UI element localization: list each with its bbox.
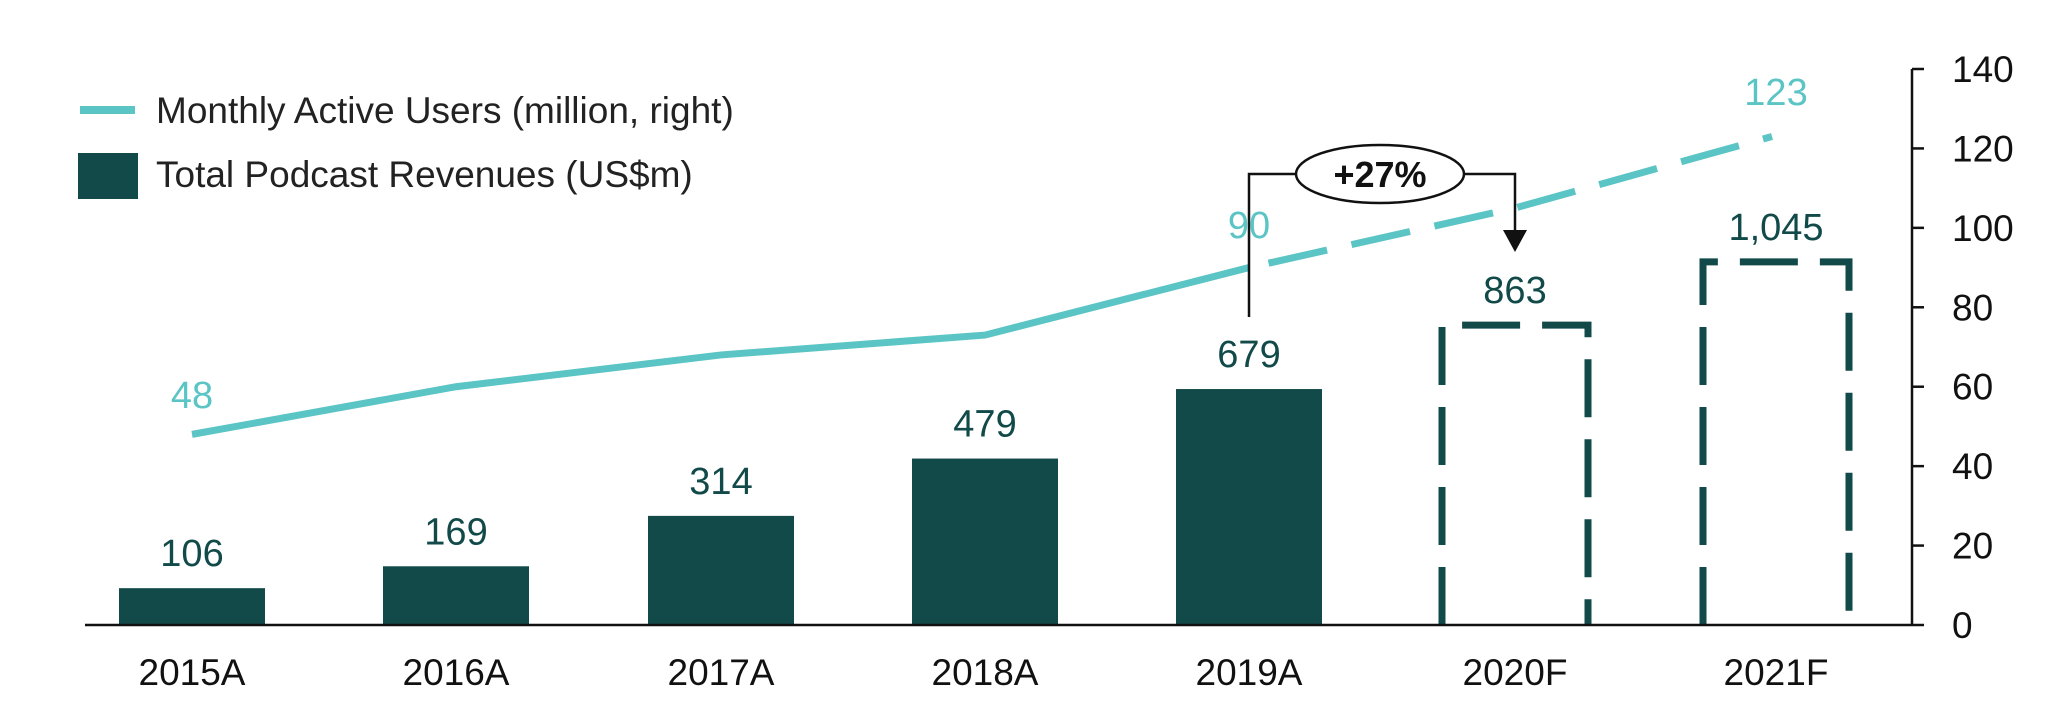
x-tick-label: 2016A xyxy=(403,652,510,693)
x-tick-label: 2015A xyxy=(139,652,246,693)
right-tick-label: 120 xyxy=(1952,128,2014,169)
mau-line-forecast xyxy=(1248,133,1773,271)
bar-2017A xyxy=(648,515,794,625)
right-tick-label: 40 xyxy=(1952,446,1993,487)
bar-label: 479 xyxy=(953,404,1016,446)
bracket-right xyxy=(1463,172,1517,232)
growth-annotation: +27% xyxy=(1247,143,1527,317)
legend: Monthly Active Users (million, right) Tot… xyxy=(78,90,734,199)
x-tick-label: 2017A xyxy=(668,652,775,693)
legend-label: Monthly Active Users (million, right) xyxy=(156,90,734,131)
mau-line xyxy=(191,133,1773,438)
growth-bubble xyxy=(1294,143,1466,205)
bar-label: 863 xyxy=(1483,270,1546,312)
right-tick-label: 80 xyxy=(1952,287,1993,328)
right-tick-label: 100 xyxy=(1952,208,2014,249)
x-tick-label: 2020F xyxy=(1463,652,1568,693)
growth-label: +27% xyxy=(1333,154,1426,195)
bar-2018A xyxy=(912,458,1058,625)
forecast-bar-2020F xyxy=(1438,321,1592,625)
bracket-left xyxy=(1247,172,1297,317)
legend-label: Total Podcast Revenues (US$m) xyxy=(156,154,693,195)
right-tick-label: 20 xyxy=(1952,526,1993,567)
right-tick-label: 60 xyxy=(1952,367,1993,408)
bar-label: 314 xyxy=(689,461,752,503)
bar-2015A xyxy=(119,588,265,625)
bar-label: 106 xyxy=(160,533,223,575)
bars xyxy=(119,258,1853,625)
x-tick-label: 2021F xyxy=(1724,652,1829,693)
line-label: 123 xyxy=(1744,72,1807,114)
bar-label: 169 xyxy=(424,511,487,553)
x-tick-label: 2018A xyxy=(932,652,1039,693)
right-tick-label: 0 xyxy=(1952,605,1973,646)
arrow-head-icon xyxy=(1503,230,1527,252)
forecast-bar-2021F xyxy=(1699,258,1853,625)
mau-line-actual xyxy=(191,264,1250,438)
right-axis: 0 20 40 60 80 100 120 140 xyxy=(1910,49,2014,646)
line-label: 48 xyxy=(171,375,213,417)
bar-label: 1,045 xyxy=(1728,207,1823,249)
right-tick-label: 140 xyxy=(1952,49,2014,90)
bar-2016A xyxy=(383,566,529,625)
bar-2019A xyxy=(1176,389,1322,625)
x-tick-label: 2019A xyxy=(1196,652,1303,693)
legend-bar-swatch xyxy=(78,153,138,199)
x-axis: 2015A 2016A 2017A 2018A 2019A 2020F 2021F xyxy=(85,623,1912,693)
bar-label: 679 xyxy=(1217,334,1280,376)
